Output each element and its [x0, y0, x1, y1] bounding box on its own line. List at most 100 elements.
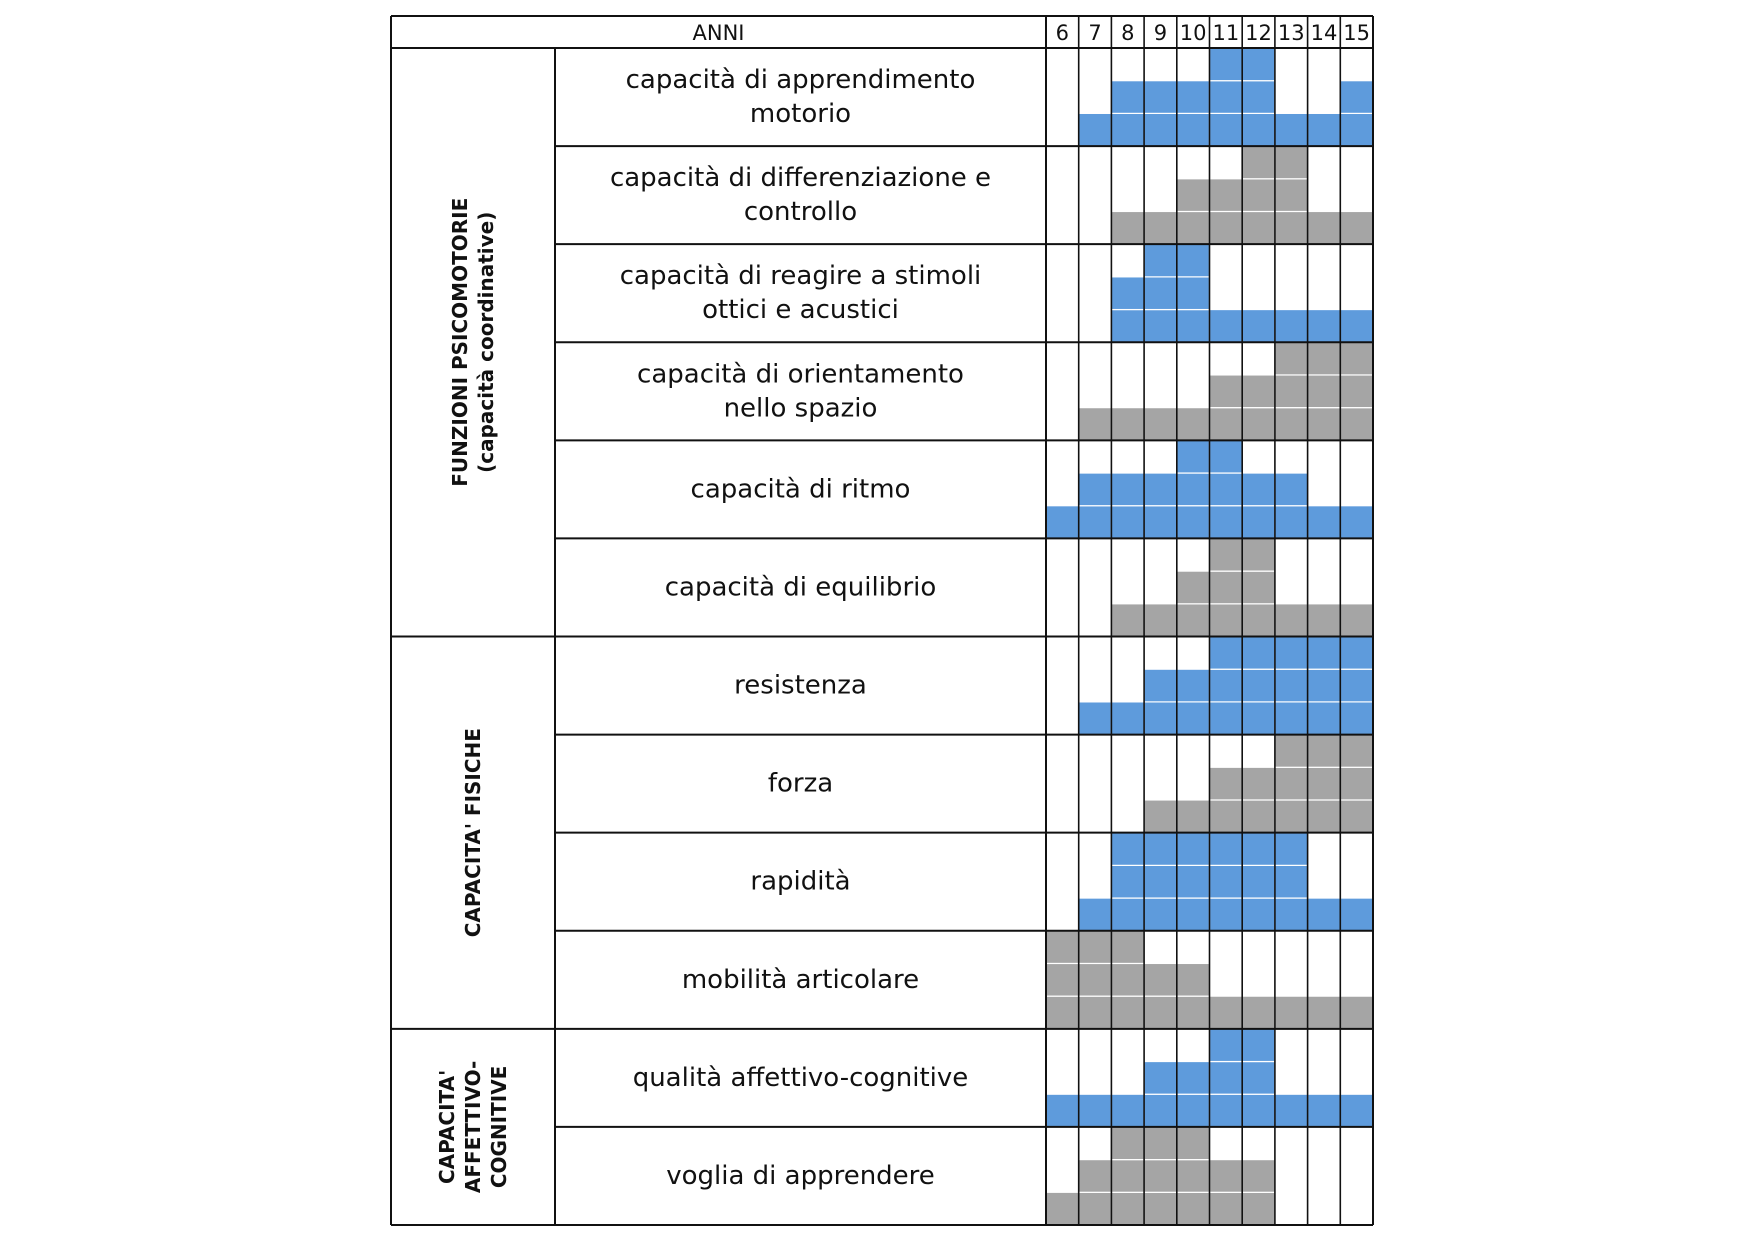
level-block [1208, 603, 1243, 638]
year-tick-label: 7 [1088, 21, 1101, 45]
level-block [1306, 635, 1341, 670]
level-block [1339, 603, 1374, 638]
level-block [1274, 799, 1309, 834]
level-block [1110, 210, 1145, 245]
level-block [1241, 407, 1276, 441]
level-block [1208, 439, 1243, 474]
level-block [1143, 897, 1178, 932]
level-block [1208, 995, 1243, 1030]
group-label: AFFETTIVO- [461, 1061, 485, 1193]
level-block [1241, 374, 1276, 409]
level-block [1143, 472, 1178, 507]
header-anni-label: ANNI [693, 21, 745, 45]
level-block [1208, 112, 1243, 147]
level-block [1274, 733, 1309, 768]
level-block [1241, 603, 1276, 638]
level-block [1143, 210, 1178, 245]
level-block [1110, 112, 1145, 147]
level-block [1143, 308, 1178, 343]
level-block [1274, 864, 1309, 899]
level-block [1078, 472, 1112, 507]
level-block [1078, 897, 1112, 932]
level-block [1143, 1126, 1178, 1161]
level-block [1241, 308, 1276, 343]
level-block [1143, 243, 1178, 278]
level-block [1339, 668, 1374, 703]
level-block [1241, 1191, 1276, 1226]
year-tick-label: 15 [1343, 21, 1370, 45]
level-block [1274, 668, 1309, 703]
level-block [1176, 472, 1211, 507]
level-block [1110, 832, 1145, 866]
level-block [1110, 995, 1145, 1030]
level-block [1110, 407, 1145, 441]
level-block [1176, 276, 1211, 311]
level-block [1274, 505, 1309, 540]
row-label: mobilità articolare [682, 965, 919, 995]
level-block [1110, 930, 1145, 965]
row-label: capacità di reagire a stimoli [620, 261, 982, 291]
level-block [1110, 472, 1145, 507]
level-block [1176, 864, 1211, 899]
level-block [1274, 766, 1309, 801]
row-label: capacità di orientamento [637, 359, 964, 389]
year-tick-label: 11 [1212, 21, 1239, 45]
level-block [1274, 635, 1309, 670]
level-block [1110, 1191, 1145, 1226]
level-block [1306, 995, 1341, 1030]
level-block [1306, 112, 1341, 147]
level-block [1110, 308, 1145, 343]
level-block [1176, 832, 1211, 866]
level-block [1274, 112, 1309, 147]
level-block [1306, 374, 1341, 409]
level-block [1208, 80, 1243, 114]
year-tick-label: 8 [1121, 21, 1134, 45]
level-block [1176, 995, 1211, 1030]
level-block [1241, 1159, 1276, 1193]
level-block [1176, 570, 1211, 605]
level-block [1110, 80, 1145, 114]
level-block [1241, 80, 1276, 114]
level-block [1176, 439, 1211, 474]
level-block [1339, 635, 1374, 670]
level-block [1208, 668, 1243, 703]
level-block [1143, 407, 1178, 441]
row-label: rapidità [750, 867, 850, 897]
group-label: CAPACITA' FISICHE [461, 728, 485, 937]
level-block [1241, 668, 1276, 703]
level-block [1110, 603, 1145, 638]
level-block [1306, 733, 1341, 768]
level-block [1274, 341, 1309, 376]
level-block [1176, 80, 1211, 114]
level-block [1143, 864, 1178, 899]
level-block [1208, 799, 1243, 834]
level-block [1143, 1159, 1178, 1193]
level-block [1110, 505, 1145, 540]
group-label: FUNZIONI PSICOMOTORIE [448, 198, 472, 487]
level-block [1208, 1191, 1243, 1226]
level-block [1208, 505, 1243, 540]
level-block [1078, 995, 1112, 1030]
level-block [1078, 407, 1112, 441]
level-block [1208, 537, 1243, 572]
level-block [1241, 701, 1276, 736]
level-block [1306, 1093, 1341, 1128]
row-label: resistenza [734, 671, 867, 701]
level-block [1110, 1093, 1145, 1128]
level-block [1241, 635, 1276, 670]
level-block [1306, 799, 1341, 834]
group-label: CAPACITA' [435, 1070, 459, 1184]
group-label: COGNITIVE [487, 1066, 511, 1189]
level-block [1110, 864, 1145, 899]
level-block [1110, 1159, 1145, 1193]
level-block [1045, 1093, 1080, 1128]
level-block [1078, 112, 1112, 147]
level-block [1078, 1093, 1112, 1128]
level-block [1274, 210, 1309, 245]
level-block [1078, 701, 1112, 736]
level-block [1208, 766, 1243, 801]
level-block [1274, 701, 1309, 736]
level-block [1045, 930, 1080, 965]
level-block [1176, 603, 1211, 638]
row-label: controllo [744, 197, 857, 227]
